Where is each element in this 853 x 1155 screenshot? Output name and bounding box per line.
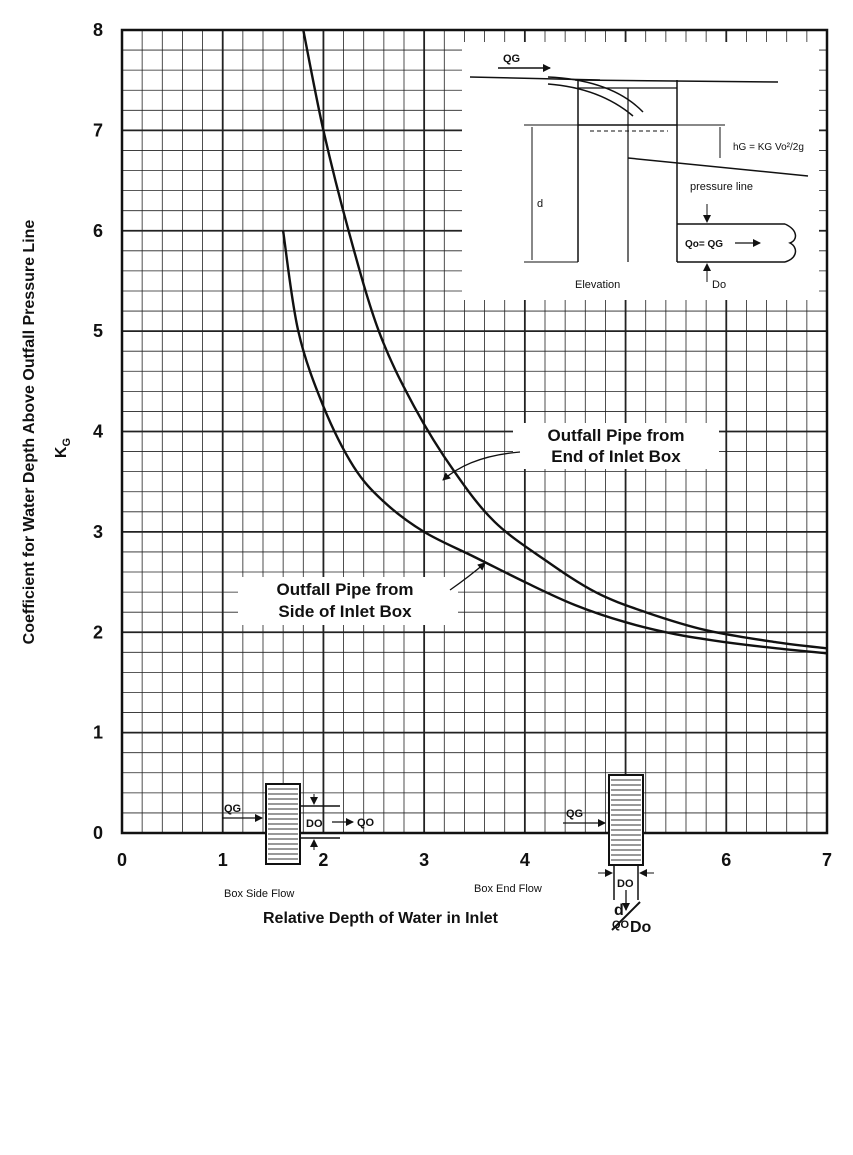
curve-label-side-line1: Outfall Pipe from [277,580,414,599]
inset-nappe-inner [547,83,634,117]
side-diameter-label: DO [306,818,323,830]
inset-elevation-label: Elevation [575,279,620,291]
x-tick-label: 6 [721,850,731,870]
inset-flow-label: Qo= QG [685,239,723,250]
end-label-background [513,423,719,469]
curve-label-end-leader [442,451,521,481]
inset-nappe-outer [547,76,644,113]
inset-pipe-break [784,223,797,263]
y-tick-label: 4 [93,422,103,442]
inset-diameter-label: Do [712,279,726,291]
end-box-hatch [611,779,641,861]
x-tick-label: 1 [218,850,228,870]
y-tick-label: 0 [93,823,103,843]
end-caption: Box End Flow [474,883,542,895]
series-line-end-of-inlet-box [302,29,828,650]
x-axis-fraction-denominator: Do [630,919,652,936]
curve-label-end-line2: End of Inlet Box [551,447,681,466]
y-axis-title: Coefficient for Water Depth Above Outfal… [21,220,38,645]
y-tick-label: 5 [93,321,103,341]
curve-label-side-leader [449,562,486,591]
x-tick-label: 3 [419,850,429,870]
y-tick-label: 1 [93,723,103,743]
x-tick-label: 2 [318,850,328,870]
inset-pressure-line [627,157,809,177]
x-axis-fraction-slash [611,901,641,931]
x-tick-label: 7 [822,850,832,870]
curve-label-end-line1: Outfall Pipe from [548,426,685,445]
inset-qg-label: QG [503,53,520,65]
inset-depth-label: d [537,198,543,210]
y-tick-label: 3 [93,522,103,542]
x-tick-label: 4 [520,850,530,870]
y-axis-symbol: KG [53,438,73,458]
side-box-hatch [268,788,298,860]
end-outflow-label: QO [612,919,630,931]
box-side-flow-diagram: QG DO QO Box Side Flow [222,783,375,900]
y-tick-label: 6 [93,221,103,241]
y-axis-symbol-main: K [53,446,70,458]
side-inflow-label: QG [224,803,241,815]
y-tick-label: 7 [93,120,103,140]
y-tick-label: 2 [93,622,103,642]
inset-elevation-diagram: QG d hG = KG Vo²/2g pressure line Qo= QG [462,42,819,300]
y-axis-symbol-sub: G [61,438,73,447]
inset-head-formula: hG = KG Vo²/2g [733,142,804,153]
series-line-side-of-inlet-box [281,230,828,655]
plot-frame [120,28,829,835]
side-outflow-label: QO [357,817,375,829]
y-tick-label: 8 [93,20,103,40]
y-tick-labels: 0 1 2 3 4 5 6 7 8 [93,20,103,843]
x-axis-fraction-numerator: d [614,902,624,919]
side-label-background [238,577,458,625]
box-end-flow-diagram: QG DO QO Box End Flow [474,774,654,931]
inset-pressure-label: pressure line [690,181,753,193]
side-caption: Box Side Flow [224,888,294,900]
curve-label-side-line2: Side of Inlet Box [278,602,412,621]
x-tick-label: 0 [117,850,127,870]
end-inflow-label: QG [566,808,583,820]
end-diameter-label: DO [617,878,634,890]
x-axis-title: Relative Depth of Water in Inlet [263,910,499,927]
